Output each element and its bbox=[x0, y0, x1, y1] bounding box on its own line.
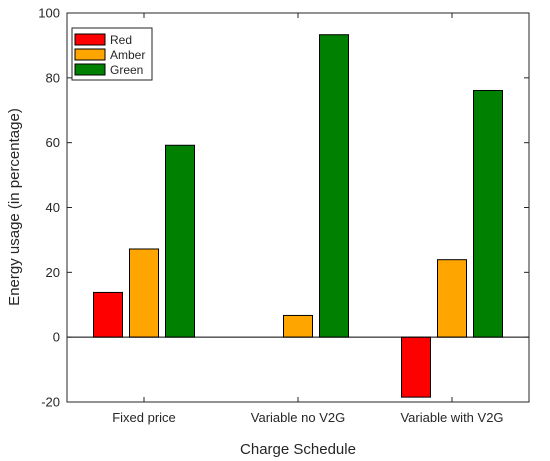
x-tick-label-variable-with-v2g: Variable with V2G bbox=[400, 410, 503, 425]
y-axis-title: Energy usage (in percentage) bbox=[6, 108, 23, 306]
y-tick-label: 0 bbox=[53, 330, 60, 345]
bar-amber-variable-no-v2g bbox=[283, 314, 313, 338]
y-tick-label: 100 bbox=[38, 6, 60, 21]
x-axis-title: Charge Schedule bbox=[240, 441, 356, 458]
x-tick-label-fixed-price: Fixed price bbox=[112, 410, 176, 425]
y-tick-label: 20 bbox=[46, 265, 60, 280]
bar-green-fixed-price bbox=[165, 144, 195, 338]
bar-green-variable-with-v2g bbox=[473, 89, 503, 338]
legend-label-green: Green bbox=[110, 63, 143, 77]
bar-green-variable-no-v2g bbox=[319, 34, 349, 338]
bar-amber-fixed-price bbox=[129, 248, 159, 338]
y-tick-label: 60 bbox=[46, 135, 60, 150]
x-axis: Fixed price Variable no V2G Variable with … bbox=[112, 13, 504, 425]
y-tick-label: 80 bbox=[46, 70, 60, 85]
bar-amber-variable-with-v2g bbox=[437, 259, 467, 338]
legend-label-amber: Amber bbox=[110, 48, 145, 62]
bars-layer bbox=[93, 34, 503, 398]
legend-swatch-green bbox=[74, 63, 106, 76]
bar-red-fixed-price bbox=[93, 291, 123, 338]
legend-swatch-red bbox=[74, 33, 106, 46]
bar-red-variable-with-v2g bbox=[401, 336, 431, 398]
legend-swatch-amber bbox=[74, 48, 106, 61]
x-tick-label-variable-no-v2g: Variable no V2G bbox=[251, 410, 345, 425]
y-tick-label: -20 bbox=[41, 395, 60, 410]
y-axis: -20 0 20 40 60 80 100 bbox=[38, 6, 529, 410]
legend-label-red: Red bbox=[110, 33, 132, 47]
y-tick-label: 40 bbox=[46, 200, 60, 215]
